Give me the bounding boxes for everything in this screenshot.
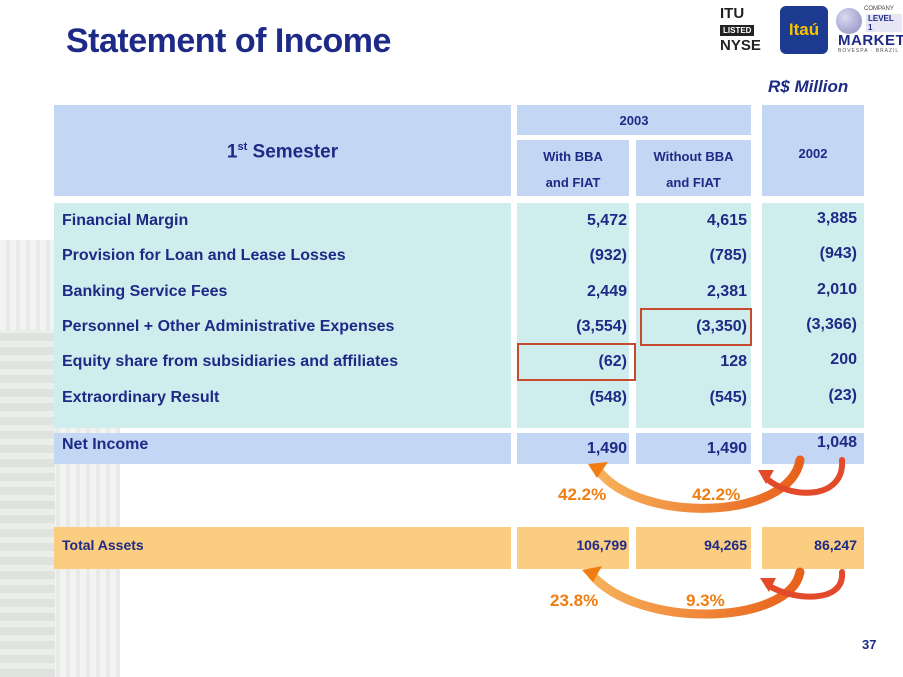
arrow-2002-to-without-bba-total-assets (765, 569, 846, 600)
row-value-without-bba: 4,615 (706, 212, 747, 229)
row-value-without-bba: (785) (709, 247, 747, 264)
row-label-equity-share: Equity share from subsidiaries and affil… (62, 353, 399, 370)
net-income-growth-without-bba: 42.2% (692, 485, 741, 504)
row-value-with-bba: (3,554) (576, 318, 627, 335)
net-income-growth-with-bba: 42.2% (558, 485, 607, 504)
row-value-with-bba: (548) (589, 389, 627, 406)
body-without-bba-cell (636, 203, 751, 428)
row-value-2002: (3,366) (806, 316, 857, 333)
nyse-logo-text: NYSE (720, 37, 761, 54)
arrow-2002-to-with-bba-net-income (593, 455, 805, 513)
arrow-2002-to-without-bba-net-income (763, 457, 846, 496)
itau-logo: Itaú (780, 6, 828, 54)
year-2003-label: 2003 (619, 113, 649, 128)
logo-group: ITU LISTED NYSE Itaú COMPANY LEVEL 1 MAR… (720, 6, 903, 56)
body-2002-cell (762, 203, 864, 428)
arrow-head (760, 578, 776, 592)
with-bba-header-cell (517, 140, 629, 196)
row-value-2002: 3,885 (816, 210, 857, 227)
row-value-with-bba: 5,472 (586, 212, 627, 229)
body-with-bba-cell (517, 203, 629, 428)
with-bba-label-line1: With BBA (543, 149, 603, 164)
page-number: 37 (862, 637, 877, 652)
without-bba-header-cell (636, 140, 751, 196)
arrow-2002-to-with-bba-total-assets (587, 567, 805, 619)
total-assets-without-bba: 94,265 (704, 537, 747, 553)
highlight-box-personnel-without-bba (640, 308, 752, 346)
net-income-label: Net Income (62, 436, 149, 453)
bovespa-level1-logo: COMPANY LEVEL 1 MARKET BOVESPA · BRAZIL (836, 6, 903, 54)
unit-label: R$ Million (768, 77, 849, 96)
arrow-head (582, 566, 602, 582)
row-label-personnel-expenses: Personnel + Other Administrative Expense… (62, 318, 395, 335)
company-text: COMPANY (864, 6, 894, 12)
total-assets-with-bba: 106,799 (576, 537, 627, 553)
total-assets-label-cell (54, 527, 511, 569)
total-assets-2002: 86,247 (814, 537, 857, 553)
row-value-without-bba: (545) (709, 389, 747, 406)
row-value-2002: 2,010 (816, 281, 857, 298)
itu-nyse-logo: ITU LISTED NYSE (720, 6, 772, 54)
semester-header-cell (54, 105, 511, 196)
total-assets-2002-cell (762, 527, 864, 569)
globe-icon (836, 8, 862, 34)
arrow-head (758, 470, 774, 484)
semester-header-label: 1st Semester (226, 141, 339, 163)
listed-badge: LISTED (720, 25, 755, 36)
highlight-box-equity-with-bba (517, 343, 636, 381)
background-building-shadow (0, 330, 55, 677)
row-label-provision: Provision for Loan and Lease Losses (62, 247, 346, 264)
total-assets-growth-without-bba: 9.3% (686, 591, 725, 610)
row-value-2002: (943) (819, 245, 857, 262)
row-value-without-bba: (3,350) (696, 318, 747, 335)
net-income-with-bba: 1,490 (586, 440, 627, 457)
row-label-banking-fees: Banking Service Fees (62, 283, 228, 300)
year-2002-label: 2002 (798, 146, 828, 161)
itu-logo-text: ITU (720, 5, 745, 22)
row-value-without-bba: 2,381 (706, 283, 747, 300)
row-value-with-bba: (932) (589, 247, 627, 264)
net-income-label-cell (54, 433, 511, 464)
arrow-head (588, 462, 608, 478)
net-income-without-bba-cell (636, 433, 751, 464)
row-value-without-bba: 128 (720, 353, 747, 370)
year-2003-header-cell (517, 105, 751, 135)
row-value-2002: 200 (830, 351, 857, 368)
bovespa-text: BOVESPA · BRAZIL (838, 48, 900, 54)
without-bba-label-line2: and FIAT (666, 175, 721, 190)
net-income-2002-cell (762, 433, 864, 464)
row-label-extraordinary: Extraordinary Result (62, 389, 220, 406)
total-assets-with-bba-cell (517, 527, 629, 569)
row-label-financial-margin: Financial Margin (62, 212, 189, 229)
total-assets-label: Total Assets (62, 537, 144, 553)
with-bba-label-line2: and FIAT (545, 175, 601, 190)
level-badge: LEVEL 1 (866, 14, 902, 32)
row-value-2002: (23) (828, 387, 857, 404)
total-assets-growth-with-bba: 23.8% (550, 591, 599, 610)
body-label-cell (54, 203, 511, 428)
net-income-2002: 1,048 (816, 434, 857, 451)
row-value-with-bba: 2,449 (586, 283, 627, 300)
market-text: MARKET (838, 32, 903, 49)
net-income-with-bba-cell (517, 433, 629, 464)
row-value-with-bba: (62) (598, 353, 627, 370)
net-income-without-bba: 1,490 (706, 440, 747, 457)
page-title: Statement of Income (66, 22, 391, 60)
total-assets-without-bba-cell (636, 527, 751, 569)
without-bba-label-line1: Without BBA (653, 149, 734, 164)
year-2002-header-cell (762, 105, 864, 196)
